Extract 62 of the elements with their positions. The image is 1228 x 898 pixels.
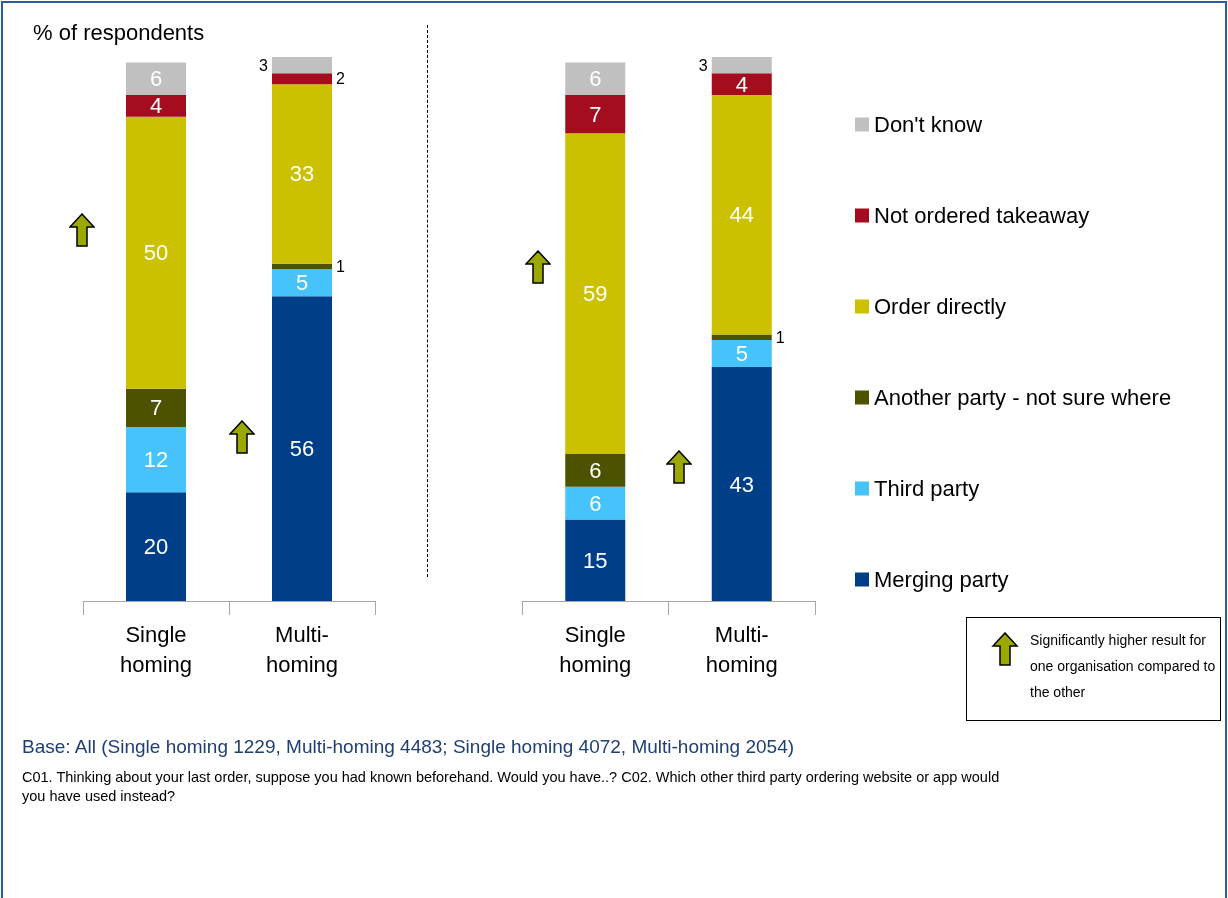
legend-label: Merging party: [874, 567, 1009, 592]
data-label: 2: [336, 70, 345, 88]
data-label: 4: [735, 71, 748, 97]
bar: [126, 95, 186, 117]
text: C01. Thinking about your last order, suppose you had known beforehand. Would you have..? C02. Which other third party ordering website or app would you have used instead?: [22, 768, 1001, 806]
data-label: 3: [698, 56, 708, 74]
data-label: 59: [583, 281, 608, 307]
y-axis-title: % of respondents: [33, 19, 205, 45]
data-label: 43: [729, 471, 754, 497]
bar: [711, 57, 772, 74]
text: Base: All (Single homing 1229, Multi-homing 4483; Single homing 4072, Multi-homing 2054): [22, 735, 796, 759]
bar: [565, 62, 626, 96]
bar: [126, 426, 186, 493]
bar: [711, 95, 772, 335]
x-tick-label: Single homing: [119, 621, 193, 677]
data-label: 7: [149, 395, 163, 421]
data-label: 44: [729, 202, 754, 228]
data-label: 6: [589, 457, 602, 483]
bar: [126, 492, 186, 601]
data-label: 6: [149, 66, 163, 92]
data-label: 50: [143, 240, 169, 266]
legend-label: Another party - not sure where: [874, 385, 1172, 410]
bar: [565, 454, 626, 487]
x-tick-label: Multi-homing: [705, 621, 778, 677]
data-label: 15: [583, 547, 608, 573]
data-label: 5: [735, 340, 748, 366]
data-label: 20: [143, 534, 169, 560]
x-tick-label: Multi-homing: [265, 621, 339, 677]
legend-label: Third party: [874, 476, 980, 501]
x-tick-label: Single homing: [559, 621, 632, 677]
bar: [565, 519, 626, 601]
data-label: 6: [589, 490, 602, 516]
bar: [272, 269, 332, 297]
bar: [711, 73, 772, 96]
bar: [272, 57, 332, 74]
bar: [272, 73, 332, 85]
bar: [272, 296, 332, 601]
data-label: 7: [589, 101, 602, 127]
bar: [126, 116, 186, 389]
data-label: 1: [775, 328, 785, 346]
data-label: 6: [589, 66, 602, 92]
data-label: 5: [295, 270, 309, 296]
data-label: 1: [336, 257, 345, 275]
bar: [711, 367, 772, 601]
data-label: 56: [289, 436, 315, 462]
bar: [565, 486, 626, 520]
bar: [565, 95, 626, 134]
data-label: 3: [259, 56, 269, 74]
bar: [272, 84, 332, 264]
bar: [711, 339, 772, 368]
bar: [565, 133, 626, 455]
bar: [126, 388, 186, 427]
data-label: 33: [289, 161, 315, 187]
bar: [711, 334, 772, 340]
legend-label: Don't know: [874, 112, 983, 137]
legend-label: Order directly: [874, 294, 1007, 319]
bar: [272, 263, 332, 270]
bar: [126, 62, 186, 96]
data-label: 4: [149, 93, 163, 119]
data-label: 12: [143, 447, 169, 473]
text: Significantly higher result for one organisation compared to the other: [1030, 631, 1217, 702]
legend-label: Not ordered takeaway: [874, 203, 1090, 228]
